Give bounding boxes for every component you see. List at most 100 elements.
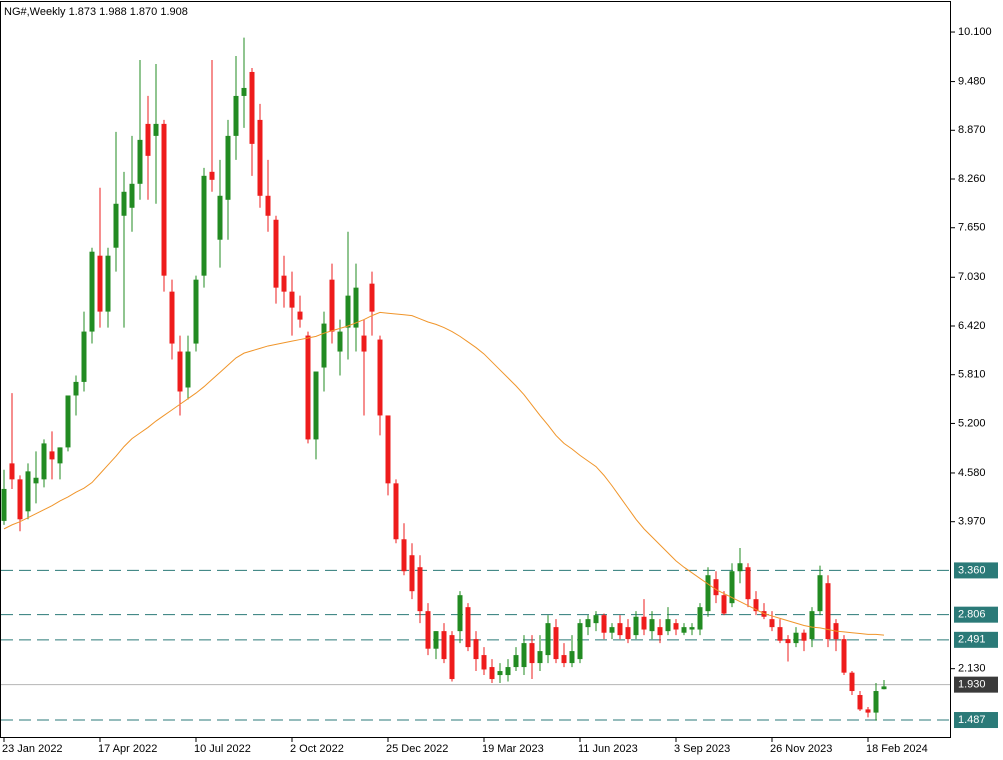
candle-body [857,695,863,710]
candle-body [561,655,567,664]
candle-body [433,631,439,649]
level-label: 2.491 [958,634,986,646]
candle-body [569,651,575,664]
candle-body [393,483,399,540]
y-tick-label: 5.810 [958,369,986,381]
candle-body [57,447,63,464]
candle-body [441,631,447,660]
candle-body [209,171,215,180]
candle-body [521,643,527,668]
candle-body [401,539,407,572]
y-tick-label: 7.030 [958,271,986,283]
candle-body [633,616,639,636]
candle-body [97,255,103,312]
candle-body [257,119,263,196]
candle-body [193,279,199,344]
candle-body [785,639,791,644]
x-tick-label: 17 Apr 2022 [98,743,157,755]
candle-body [329,279,335,332]
y-tick-label: 8.870 [958,124,986,136]
candle-body [577,623,583,660]
candle-body [873,691,879,713]
candle-body [665,619,671,632]
x-tick-label: 2 Oct 2022 [290,743,344,755]
candle-body [657,627,663,636]
x-tick-label: 18 Feb 2024 [866,743,928,755]
candle-body [841,639,847,673]
candle-body [9,463,15,480]
y-tick-label: 5.200 [958,417,986,429]
y-tick-label: 10.100 [958,26,992,38]
candle-body [737,563,743,572]
candle-body [289,291,295,308]
candle-body [473,639,479,660]
candle-body [225,135,231,200]
candle-body [145,123,151,156]
candle-body [81,331,87,382]
candle-body [73,381,79,396]
candle-body [721,595,727,614]
y-tick-label: 6.420 [958,320,986,332]
candle-body [297,311,303,320]
candle-body [729,571,735,604]
candle-body [105,255,111,312]
candle-body [529,643,535,664]
candle-body [249,71,255,144]
level-label: 2.806 [958,609,986,621]
candle-body [777,627,783,641]
candle-body [49,451,55,460]
y-tick-label: 7.650 [958,222,986,234]
candle-body [713,579,719,596]
candle-body [417,567,423,612]
candle-body [353,287,359,328]
candle-body [425,611,431,649]
plot-frame [0,1,951,738]
chart-title: NG#,Weekly 1.873 1.988 1.870 1.908 [4,6,188,18]
candle-body [17,479,23,520]
candle-body [1,488,7,521]
candle-body [801,632,807,641]
candle-body [769,619,775,628]
candle-body [537,651,543,664]
candle-body [41,443,47,480]
x-tick-label: 23 Jan 2022 [2,743,63,755]
candle-body [185,351,191,388]
candle-body [817,575,823,612]
candle-body [121,191,127,216]
candle-body [689,627,695,630]
candle-body [161,123,167,276]
candle-body [681,627,687,633]
candle-body [545,623,551,656]
level-label-box [954,712,998,729]
x-tick-label: 11 Jun 2023 [578,743,638,755]
candle-body [497,671,503,676]
candle-body [457,595,463,632]
candle-body [273,219,279,288]
price-label: 1.930 [958,679,986,691]
candle-body [449,635,455,680]
candle-body [377,339,383,416]
candle-body [233,95,239,136]
candle-body [625,627,631,640]
candle-body [361,335,367,352]
y-tick-label: 2.130 [958,663,986,675]
candle-body [649,619,655,632]
candle-body [753,599,759,612]
candle-body [553,627,559,660]
candle-body [201,175,207,276]
candle-body [601,615,607,633]
x-tick-label: 19 Mar 2023 [482,743,544,755]
candle-body [65,395,71,448]
candle-body [505,667,511,676]
y-tick-label: 3.970 [958,516,986,528]
candle-body [585,619,591,628]
level-label-box [954,562,998,579]
candle-body [169,291,175,344]
candle-body [265,195,271,216]
candle-body [809,611,815,640]
candle-body [673,623,679,630]
price-label-box [954,676,998,693]
candle-body [745,567,751,600]
level-label: 1.487 [958,714,986,726]
candle-body [609,627,615,633]
